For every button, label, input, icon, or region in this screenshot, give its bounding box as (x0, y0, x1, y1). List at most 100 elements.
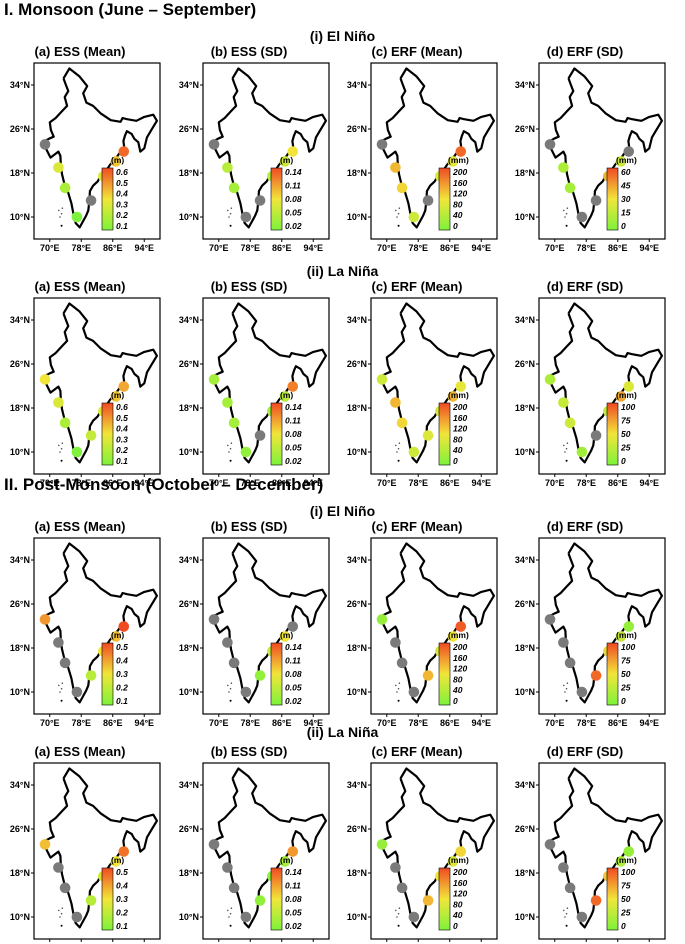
colorbar-tick-label: 100 (621, 642, 635, 652)
colorbar-tick-label: 0.02 (285, 456, 302, 466)
colorbar-tick-label: 0.14 (285, 642, 302, 652)
station-marker (39, 614, 51, 625)
x-tick-label: 94°E (134, 478, 154, 488)
colorbar-tick-label: 0 (453, 456, 458, 466)
colorbar-tick-label: 0.11 (285, 656, 301, 666)
y-tick-label: 34°N (179, 780, 199, 790)
station-marker (279, 156, 291, 167)
station-marker (85, 430, 97, 441)
station-marker (455, 621, 467, 632)
island-dot (227, 684, 229, 687)
colorbar-tick-label: 0.4 (116, 881, 128, 891)
y-tick-label: 18°N (10, 868, 30, 878)
colorbar (438, 867, 451, 931)
station-marker (408, 686, 420, 698)
station-marker (408, 211, 420, 223)
island-dot (228, 916, 230, 918)
colorbar (606, 867, 619, 931)
colorbar-unit: (mm) (616, 155, 637, 165)
station-marker (447, 631, 459, 642)
station-marker (240, 446, 252, 458)
station-marker (564, 657, 576, 669)
colorbar (270, 642, 283, 706)
island-dot (397, 924, 400, 927)
y-tick-label: 34°N (179, 315, 199, 325)
x-tick-label: 86°E (608, 243, 628, 253)
island-dot (565, 212, 568, 215)
x-tick-label: 86°E (608, 478, 628, 488)
station-marker (53, 637, 64, 648)
y-tick-label: 26°N (179, 359, 199, 369)
island-dot (60, 447, 63, 450)
station-marker (590, 895, 602, 906)
station-marker (455, 846, 467, 857)
colorbar-unit: (m) (111, 155, 124, 165)
y-tick-label: 10°N (347, 687, 367, 697)
island-dot (228, 216, 230, 218)
station-marker (110, 631, 122, 642)
india-outline (211, 302, 327, 464)
station-marker (408, 911, 420, 923)
y-tick-label: 26°N (515, 359, 535, 369)
map-frame (538, 297, 666, 475)
station-marker (287, 621, 299, 632)
station-marker (390, 862, 401, 873)
island-dot (60, 459, 63, 462)
island-dot (229, 459, 232, 462)
row-title: (i) El Niño (309, 503, 376, 519)
island-dot (59, 916, 61, 918)
colorbar-tick-label: 0.14 (285, 867, 302, 877)
island-dot (398, 207, 401, 209)
station-marker (544, 139, 556, 150)
y-tick-label: 34°N (347, 780, 367, 790)
island-dot (230, 682, 233, 684)
panel-title: (d) ERF (SD) (546, 279, 624, 294)
island-dot (397, 912, 400, 915)
colorbar-unit: (m) (280, 390, 293, 400)
island-dot (565, 447, 568, 450)
colorbar (606, 402, 619, 466)
island-dot (397, 687, 400, 690)
island-dot (229, 924, 232, 927)
island-dot (563, 209, 565, 212)
island-dot (566, 207, 569, 209)
island-dot (59, 216, 61, 218)
island-dot (398, 442, 401, 444)
station-marker (396, 882, 408, 894)
row-title: (ii) La Niña (306, 263, 379, 279)
y-tick-label: 10°N (179, 912, 199, 922)
colorbar-tick-label: 30 (621, 194, 631, 204)
station-marker (208, 374, 220, 385)
station-marker (222, 862, 233, 873)
y-tick-label: 34°N (347, 315, 367, 325)
panel-title: (d) ERF (SD) (546, 44, 624, 59)
panel-title: (b) ESS (SD) (210, 519, 288, 534)
colorbar-tick-label: 0.5 (116, 867, 128, 877)
station-marker (71, 446, 83, 458)
island-dot (397, 212, 400, 215)
station-marker (576, 686, 588, 698)
island-dot (395, 909, 397, 912)
colorbar-tick-label: 40 (452, 910, 463, 920)
x-tick-label: 78°E (408, 718, 428, 728)
station-marker (118, 621, 130, 632)
y-tick-label: 26°N (10, 824, 30, 834)
panel-title: (b) ESS (SD) (210, 744, 288, 759)
colorbar-tick-label: 40 (452, 210, 463, 220)
colorbar-tick-label: 0.05 (285, 208, 302, 218)
y-tick-label: 18°N (347, 168, 367, 178)
station-marker (279, 856, 291, 867)
island-dot (59, 691, 61, 693)
station-marker (623, 381, 635, 392)
island-dot (565, 924, 568, 927)
colorbar-tick-label: 0.2 (116, 908, 128, 918)
panel-title: (a) ESS (Mean) (34, 744, 126, 759)
x-tick-label: 70°E (377, 478, 397, 488)
y-tick-label: 18°N (10, 403, 30, 413)
map-plot: 34°N26°N18°N10°N70°E78°E86°E94°E(m)0.140… (179, 762, 330, 944)
station-marker (59, 882, 71, 894)
map-panel: (a) ESS (Mean) 34°N 26°N 18°N 10°N 70°E 78°E 86… (0, 44, 161, 253)
x-tick-label: 86°E (440, 718, 460, 728)
